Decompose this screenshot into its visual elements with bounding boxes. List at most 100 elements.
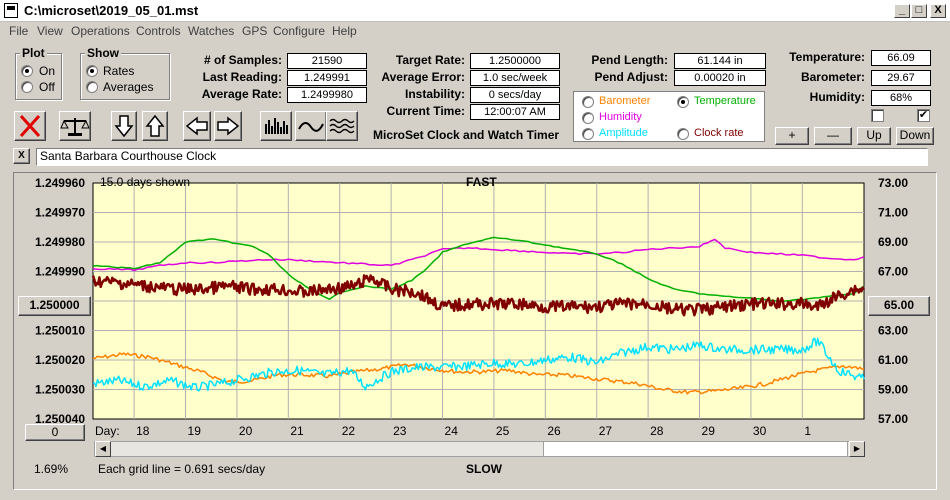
x-tick-label: 1: [804, 424, 811, 438]
minimize-button[interactable]: _: [894, 4, 910, 18]
y-right-tick-label: 59.00: [878, 383, 908, 397]
close-button[interactable]: X: [930, 4, 946, 18]
y-left-tick-label: 1.249980: [35, 235, 85, 249]
legend-clock-rate: Clock rate: [694, 127, 744, 139]
show-averages-radio[interactable]: [86, 81, 98, 93]
scroll-thumb[interactable]: [543, 441, 848, 457]
checkbox-1[interactable]: [871, 109, 884, 122]
instability-label: Instability:: [404, 87, 465, 101]
menu-help[interactable]: Help: [332, 24, 357, 38]
x-tick-label: 22: [342, 424, 356, 438]
show-rates-label: Rates: [103, 64, 135, 78]
barometer-label: Barometer:: [800, 70, 865, 84]
x-tick-label: 25: [496, 424, 510, 438]
minus-button[interactable]: —: [814, 127, 852, 145]
left-arrow-button[interactable]: [183, 111, 211, 141]
scroll-left-arrow[interactable]: ◀: [95, 441, 111, 457]
humidity-label: Humidity:: [809, 90, 865, 104]
down-arrow-button[interactable]: [111, 111, 137, 141]
menu-gps[interactable]: GPS: [242, 24, 268, 38]
average-rate-label: Average Rate:: [201, 87, 282, 101]
last-reading-field: 1.249991: [287, 70, 367, 86]
series-amplitude: [92, 337, 865, 392]
multi-wave-icon: [329, 118, 355, 134]
menu-view[interactable]: View: [37, 24, 63, 38]
humidity-field: 68%: [871, 90, 931, 106]
multi-wave-button[interactable]: [326, 111, 358, 141]
series-temperature: [92, 236, 865, 302]
y-left-tick-label: 1.249970: [35, 206, 85, 220]
rate-center-button[interactable]: 1.250000: [18, 296, 91, 316]
checkbox-2[interactable]: ✔: [917, 109, 930, 122]
x-tick-label: 30: [753, 424, 767, 438]
histogram-icon: [265, 118, 288, 134]
balance-scale-icon: [60, 118, 90, 136]
app-icon[interactable]: [4, 3, 18, 18]
average-rate-field: 1.2499980: [287, 87, 367, 103]
average-error-label: Average Error:: [381, 70, 465, 84]
pend-length-field: 61.144 in: [674, 53, 766, 69]
maximize-button[interactable]: □: [911, 4, 927, 18]
barometer-radio[interactable]: [582, 96, 594, 108]
histogram-button[interactable]: [260, 111, 292, 141]
show-rates-radio[interactable]: [86, 65, 98, 77]
day-label: Day:: [95, 424, 120, 438]
up-arrow-button[interactable]: [142, 111, 168, 141]
wave-icon: [298, 122, 324, 132]
menu-watches[interactable]: Watches: [188, 24, 235, 38]
plot-off-label: Off: [39, 80, 55, 94]
legend-box: [573, 91, 765, 142]
y-right-tick-label: 63.00: [878, 324, 908, 338]
percent-text: 1.69%: [34, 462, 69, 476]
legend-temperature: Temperature: [694, 95, 756, 107]
x-tick-label: 21: [290, 424, 304, 438]
arrow-right-icon: [217, 116, 240, 136]
arrow-up-icon: [145, 114, 165, 137]
y-left-tick-label: 1.250020: [35, 353, 85, 367]
zero-button[interactable]: 0: [25, 424, 85, 441]
down-button[interactable]: Down: [896, 127, 934, 145]
temp-center-button[interactable]: 65.00: [868, 296, 930, 316]
series-humidity: [92, 238, 865, 272]
plus-button[interactable]: +: [775, 127, 809, 145]
y-right-tick-label: 73.00: [878, 176, 908, 190]
average-error-field: 1.0 sec/week: [470, 70, 560, 86]
clock-rate-radio[interactable]: [677, 128, 689, 140]
menu-configure[interactable]: Configure: [273, 24, 326, 38]
chart-frame: [13, 172, 937, 490]
target-rate-field: 1.2500000: [470, 53, 560, 69]
barometer-field: 29.67: [871, 70, 931, 86]
close-clock-button[interactable]: X: [13, 148, 30, 164]
days-shown-text: 15.0 days shown: [100, 175, 191, 189]
menu-controls[interactable]: Controls: [136, 24, 181, 38]
temperature-label: Temperature:: [789, 50, 865, 64]
scroll-right-arrow[interactable]: ▶: [849, 441, 865, 457]
humidity-radio[interactable]: [582, 112, 594, 124]
slow-label: SLOW: [466, 462, 502, 476]
target-rate-label: Target Rate:: [395, 53, 465, 67]
samples-field: 21590: [287, 53, 367, 69]
y-right-tick-label: 61.00: [878, 353, 908, 367]
legend-humidity: Humidity: [599, 111, 642, 123]
amplitude-radio[interactable]: [582, 128, 594, 140]
up-button[interactable]: Up: [857, 127, 891, 145]
app-subtitle: MicroSet Clock and Watch Timer: [373, 128, 560, 142]
right-arrow-button[interactable]: [214, 111, 242, 141]
temperature-radio[interactable]: [677, 96, 689, 108]
balance-button[interactable]: [59, 111, 91, 141]
pend-length-label: Pend Length:: [591, 53, 668, 67]
y-right-tick-label: 69.00: [878, 235, 908, 249]
legend-barometer: Barometer: [599, 95, 651, 107]
clock-name-field[interactable]: Santa Barbara Courthouse Clock: [36, 148, 928, 166]
menu-operations[interactable]: Operations: [71, 24, 130, 38]
plot-on-radio[interactable]: [21, 65, 33, 77]
y-left-tick-label: 1.250010: [35, 324, 85, 338]
y-right-tick-label: 57.00: [878, 412, 908, 426]
y-left-tick-label: 1.249990: [35, 265, 85, 279]
pend-adjust-field: 0.00020 in: [674, 70, 766, 86]
current-time-field: 12:00:07 AM: [470, 104, 560, 120]
x-tick-label: 24: [445, 424, 459, 438]
plot-off-radio[interactable]: [21, 81, 33, 93]
menu-file[interactable]: File: [9, 24, 29, 38]
stop-button[interactable]: [14, 111, 46, 141]
